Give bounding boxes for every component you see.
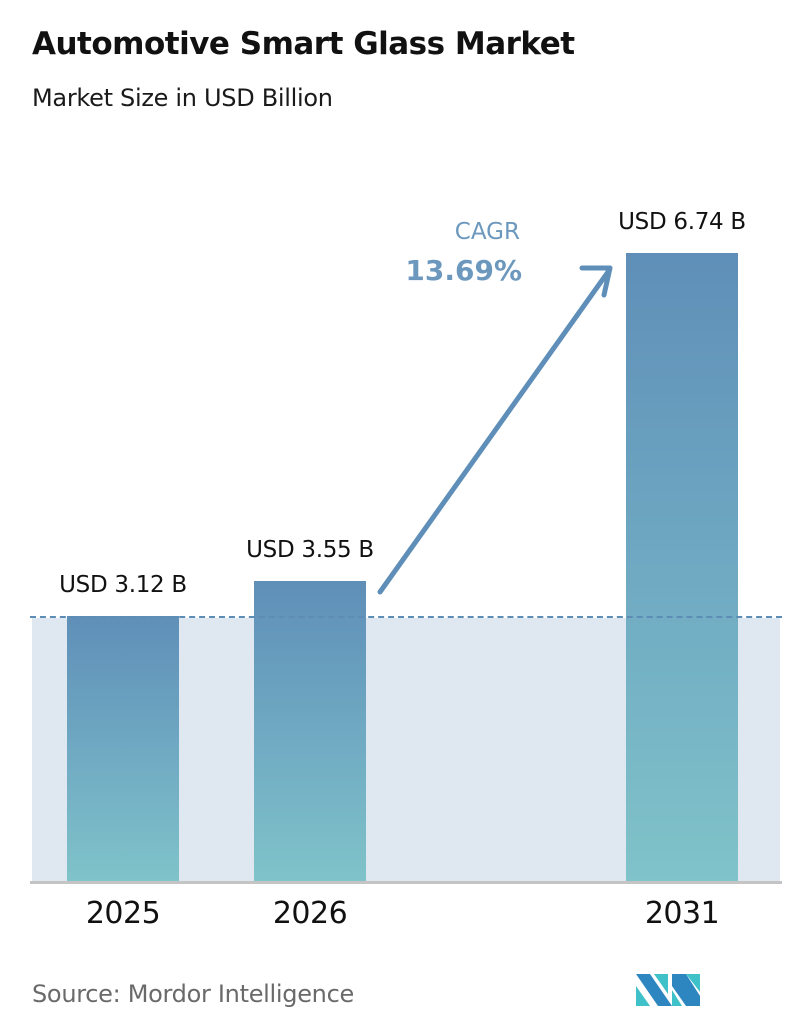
x-label-2026: 2026 [272,896,348,931]
chart-title: Automotive Smart Glass Market [32,26,575,62]
value-label-2031: USD 6.74 B [618,209,746,235]
bar-2031 [626,253,738,882]
x-axis-line [30,881,782,884]
cagr-label: CAGR [454,219,520,245]
x-label-2025: 2025 [85,896,161,931]
x-label-2031: 2031 [644,896,720,931]
value-label-2026: USD 3.55 B [246,537,374,563]
bar-2026 [254,581,366,882]
mordor-intelligence-logo-icon [636,974,700,1006]
value-label-2025: USD 3.12 B [59,572,187,598]
bar-2025 [67,616,179,882]
chart-subtitle: Market Size in USD Billion [32,84,333,112]
source-text: Source: Mordor Intelligence [32,980,354,1008]
reference-dashed-line [30,616,782,618]
cagr-value: 13.69% [405,254,522,287]
